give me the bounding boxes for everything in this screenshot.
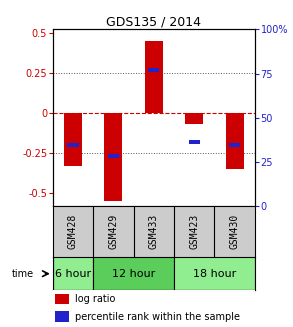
Bar: [64, 113, 82, 166]
Text: 12 hour: 12 hour: [112, 269, 155, 279]
Text: GSM423: GSM423: [189, 214, 199, 249]
Bar: [53, 257, 93, 290]
Bar: [229, 143, 240, 147]
Title: GDS135 / 2014: GDS135 / 2014: [106, 15, 201, 28]
Bar: [55, 294, 69, 304]
Text: GSM430: GSM430: [230, 214, 240, 249]
Text: GSM428: GSM428: [68, 214, 78, 249]
Bar: [93, 257, 174, 290]
Bar: [104, 113, 122, 201]
Bar: [148, 68, 159, 72]
Bar: [226, 113, 244, 169]
Text: 6 hour: 6 hour: [55, 269, 91, 279]
Bar: [108, 154, 119, 158]
Bar: [189, 140, 200, 144]
Bar: [185, 113, 203, 124]
Text: percentile rank within the sample: percentile rank within the sample: [75, 312, 240, 322]
Bar: [145, 41, 163, 113]
Text: GSM429: GSM429: [108, 214, 118, 249]
Bar: [67, 143, 79, 147]
Text: log ratio: log ratio: [75, 294, 115, 304]
Bar: [174, 257, 255, 290]
Text: GSM433: GSM433: [149, 214, 159, 249]
Bar: [55, 311, 69, 322]
Text: 18 hour: 18 hour: [193, 269, 236, 279]
Text: time: time: [12, 269, 34, 279]
